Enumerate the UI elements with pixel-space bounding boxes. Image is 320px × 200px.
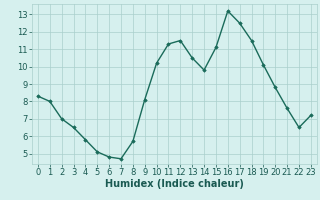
X-axis label: Humidex (Indice chaleur): Humidex (Indice chaleur) <box>105 179 244 189</box>
